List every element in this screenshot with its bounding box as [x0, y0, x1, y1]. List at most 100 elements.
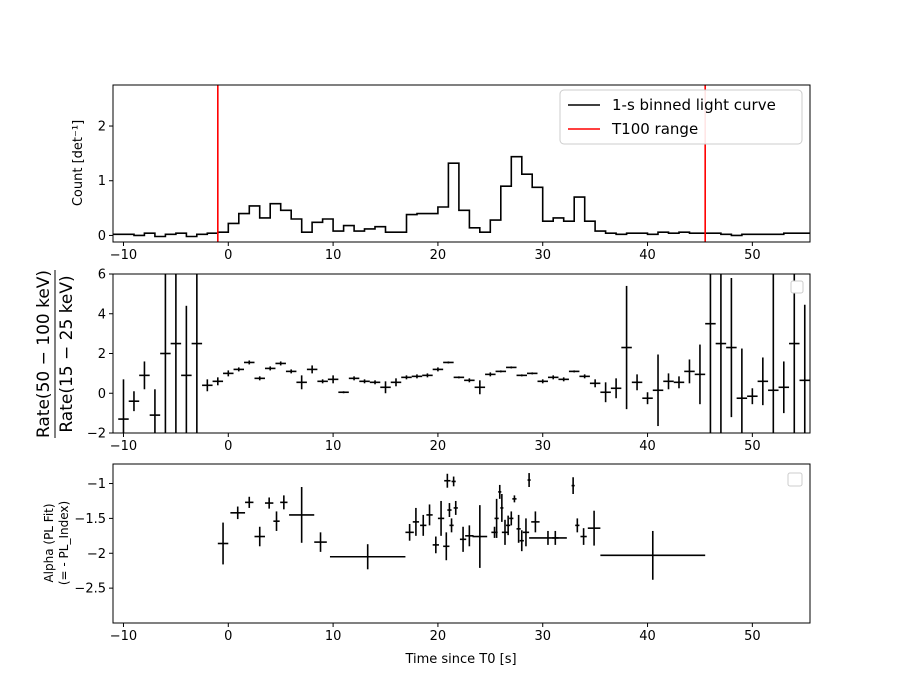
error-bar-point: [531, 511, 540, 533]
pl-index-empty-legend: [787, 472, 803, 487]
y-tick-label: 2: [98, 120, 106, 135]
hardness-ratio-empty-legend: [790, 280, 804, 294]
error-bar-point: [273, 511, 280, 531]
error-bar-point: [500, 493, 504, 522]
error-bar-point: [422, 373, 433, 378]
y-tick-label: 0: [98, 387, 106, 402]
error-bar-point: [516, 514, 521, 543]
pl-index-ylabel-line1: Alpha (PL Fit): [42, 503, 56, 582]
error-bar-point: [506, 366, 517, 369]
y-tick-label: 6: [98, 268, 106, 283]
light-curve-frame: [112, 84, 811, 243]
error-bar-point: [170, 274, 182, 433]
x-tick-label: 0: [224, 629, 232, 644]
error-bar-point: [401, 375, 412, 380]
error-bar-point: [726, 277, 737, 418]
error-bar-point: [537, 379, 548, 384]
error-bar-point: [191, 274, 203, 433]
x-tick-label: 20: [430, 439, 447, 454]
x-tick-label: 50: [744, 248, 761, 263]
error-bar-point: [447, 503, 452, 517]
error-bar-point: [529, 530, 567, 545]
error-bar-point: [568, 370, 580, 373]
error-bar-point: [306, 365, 318, 374]
error-bar-point: [552, 530, 559, 545]
error-bar-point: [285, 369, 297, 374]
error-bar-point: [509, 511, 514, 526]
error-bar-point: [128, 391, 140, 412]
error-bar-point: [547, 375, 559, 380]
error-bar-point: [519, 530, 524, 552]
pl-index-ylabel: Alpha (PL Fit) (= - PL_Index): [42, 501, 71, 585]
x-tick-label: 10: [325, 248, 342, 263]
y-tick-label: −2: [87, 547, 106, 562]
error-bar-point: [443, 361, 454, 364]
x-tick-label: 30: [534, 439, 551, 454]
error-bar-point: [575, 518, 580, 533]
error-bar-point: [380, 381, 391, 394]
pl-index-xlabel: Time since T0 [s]: [404, 652, 516, 667]
legend-label-light-curve: 1-s binned light curve: [612, 96, 776, 114]
y-tick-label: −1.5: [74, 512, 106, 527]
error-bar-point: [212, 377, 224, 386]
error-bar-point: [778, 361, 790, 414]
error-bar-point: [694, 344, 706, 405]
error-bar-point: [684, 359, 695, 384]
error-bar-point: [244, 360, 255, 365]
light-curve-legend: 1-s binned light curve T100 range: [559, 89, 803, 145]
error-bar-point: [449, 518, 454, 533]
error-bar-point: [527, 372, 538, 375]
panel-hardness-ratio: −10 0 10 20 30 40 50 −2 0 2 4 6 Rate(50 − 100 keV) …: [34, 268, 811, 455]
error-bar-point: [587, 510, 601, 546]
error-bar-point: [405, 523, 414, 541]
panel-light-curve: −10 0 10 20 30 40 50 0 1 2 Count [det⁻¹] 1-s binn…: [71, 84, 811, 263]
legend-label-t100: T100 range: [611, 120, 698, 138]
error-bar-point: [789, 274, 800, 433]
x-tick-label: −10: [110, 629, 137, 644]
x-tick-label: −10: [110, 439, 137, 454]
x-tick-label: 50: [744, 439, 761, 454]
error-bar-point: [663, 373, 674, 390]
error-bar-point: [245, 496, 254, 508]
y-tick-label: −2: [87, 427, 106, 442]
x-tick-label: 30: [534, 629, 551, 644]
y-tick-label: 0: [98, 229, 106, 244]
error-bar-point: [289, 487, 315, 543]
pl-index-ticks: −10 0 10 20 30 40 50 −2.5 −2 −1.5 −1: [74, 477, 760, 644]
legend-box: [559, 89, 803, 145]
y-tick-label: 4: [98, 307, 106, 322]
error-bar-point: [498, 484, 502, 499]
y-tick-label: 2: [98, 347, 106, 362]
error-bar-point: [411, 374, 423, 379]
error-bar-point: [317, 379, 328, 384]
x-tick-label: 30: [534, 248, 551, 263]
light-curve-ticks: −10 0 10 20 30 40 50 0 1 2: [98, 120, 761, 263]
error-bar-point: [254, 376, 265, 381]
hardness-ratio-ylabel-denominator: Rate(15 − 25 keV): [57, 275, 77, 432]
error-bar-point: [233, 367, 245, 372]
error-bar-point: [747, 388, 758, 405]
error-bar-point: [217, 522, 229, 565]
x-tick-label: 0: [224, 439, 232, 454]
error-bar-point: [139, 361, 150, 390]
error-bar-point: [390, 378, 402, 387]
error-bar-point: [799, 304, 810, 433]
error-bar-point: [768, 274, 779, 433]
error-bar-point: [579, 374, 590, 379]
light-curve-step-line: [113, 155, 810, 238]
error-bar-point: [254, 526, 265, 547]
x-tick-label: 40: [639, 629, 656, 644]
y-tick-label: 1: [98, 174, 106, 189]
error-bar-point: [160, 274, 171, 433]
x-tick-label: 40: [639, 248, 656, 263]
error-bar-point: [516, 374, 528, 377]
hardness-ratio-ticks: −10 0 10 20 30 40 50 −2 0 2 4 6: [87, 268, 761, 455]
x-tick-label: 20: [430, 248, 447, 263]
x-tick-label: 50: [744, 629, 761, 644]
error-bar-point: [589, 379, 601, 388]
error-bar-point: [420, 514, 427, 536]
pl-index-points: [217, 473, 706, 580]
error-bar-point: [432, 367, 444, 372]
error-bar-point: [118, 379, 129, 433]
error-bar-point: [348, 376, 360, 381]
